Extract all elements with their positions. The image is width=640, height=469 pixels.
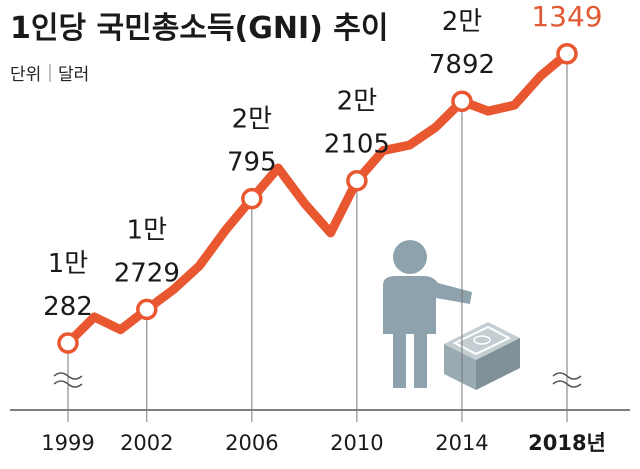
data-point-marker — [241, 187, 263, 210]
data-point-marker — [57, 332, 79, 354]
axis-break-mark — [552, 380, 582, 388]
data-label-line1: 2만 — [337, 87, 377, 117]
data-label-line1: 2만 — [232, 105, 272, 135]
banknote-center — [473, 335, 491, 345]
unit-label: 단위 — [10, 65, 41, 85]
money-top — [444, 322, 520, 360]
chart-title: 1인당 국민총소득(GNI) 추이 — [10, 11, 388, 46]
chart-marks: 1999 2002 2006 2010 2014 2018년 1만 282 1만 2729 2만 79… — [41, 0, 606, 455]
unit-value: 달러 — [58, 65, 89, 85]
x-tick-label: 2010 — [330, 431, 383, 455]
person-body — [383, 276, 472, 388]
data-label-line1: 1만 — [48, 249, 88, 279]
data-point-marker — [556, 43, 578, 65]
data-label-line2: 7892 — [429, 50, 495, 80]
x-tick-label: 1999 — [41, 431, 94, 455]
x-tick-label: 2006 — [225, 431, 278, 455]
x-tick-label: 2014 — [435, 431, 488, 455]
money-stack-illustration — [444, 322, 520, 390]
banknote-outline — [452, 325, 512, 356]
person-head — [393, 240, 427, 274]
axis-break-mark — [53, 380, 83, 388]
money-side — [476, 338, 520, 390]
data-label-line2: 2729 — [114, 258, 180, 288]
axis-break-mark — [552, 372, 582, 380]
data-label-line2: 1349 — [531, 0, 602, 33]
x-tick-label: 2002 — [120, 431, 173, 455]
money-front — [444, 344, 476, 390]
data-label-line1: 2만 — [442, 7, 482, 37]
data-point-marker — [136, 298, 158, 321]
x-tick-label: 2018년 — [528, 431, 606, 455]
data-point-marker — [346, 169, 368, 192]
data-label-line1: 1만 — [127, 215, 167, 245]
businessman-illustration — [383, 240, 472, 388]
data-label-line2: 795 — [227, 148, 277, 178]
data-label-line2: 2105 — [324, 130, 390, 160]
data-label-line2: 282 — [43, 292, 93, 322]
data-point-marker — [451, 90, 473, 112]
axis-break-mark — [53, 372, 83, 380]
